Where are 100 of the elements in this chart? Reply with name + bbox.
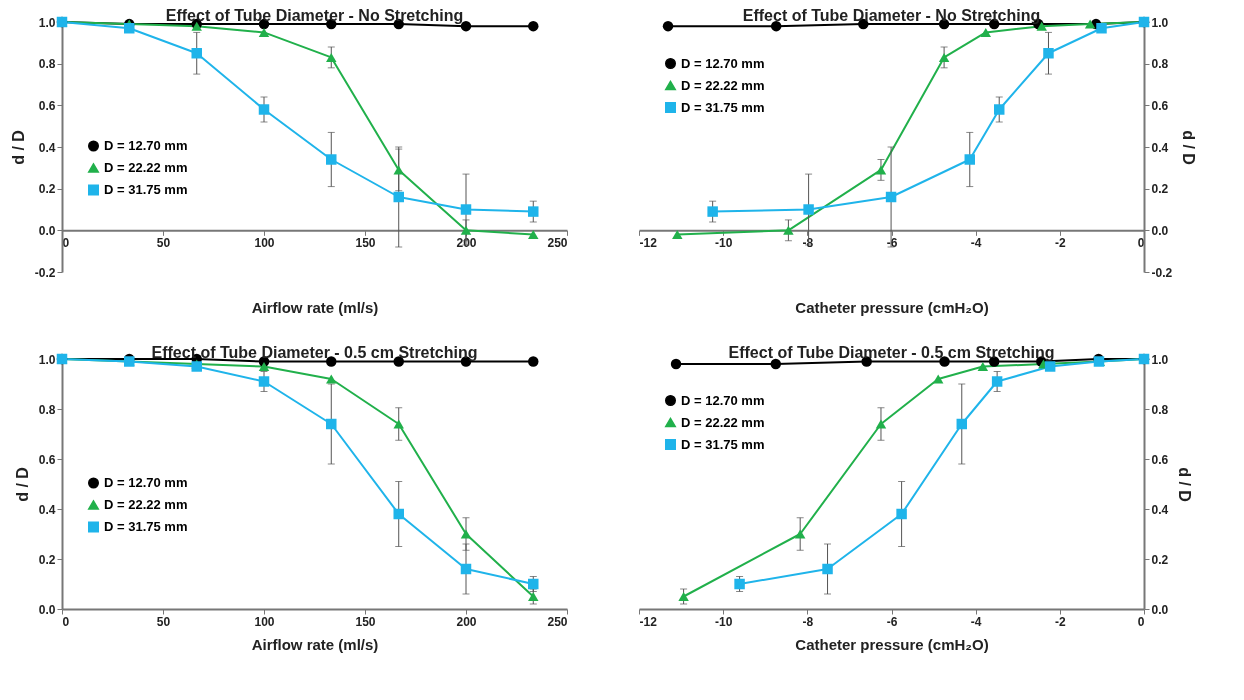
x-tick-label: 150 (355, 614, 376, 629)
x-tick-label: 100 (254, 614, 275, 629)
point (528, 206, 539, 217)
x-tick-label: 0 (62, 235, 70, 250)
point (991, 376, 1003, 387)
point (803, 204, 814, 215)
x-tick-label: 200 (456, 614, 477, 629)
x-tick-label: -6 (886, 614, 898, 629)
point (326, 374, 337, 384)
x-axis-title: Catheter pressure (cmH₂O) (795, 298, 989, 316)
point (393, 191, 404, 203)
point (770, 20, 782, 32)
point (672, 229, 683, 240)
legend-label: D = 12.70 mm (104, 138, 188, 153)
point (783, 225, 794, 235)
point (460, 563, 472, 575)
point (460, 529, 472, 539)
y-tick-label: 0.4 (38, 502, 56, 517)
y-tick-label: 1.0 (38, 15, 56, 30)
point (258, 361, 270, 372)
y2-tick-label: 1.0 (1151, 352, 1169, 367)
point (993, 104, 1005, 115)
point (460, 225, 472, 235)
legend-label: D = 12.70 mm (681, 392, 765, 408)
legend-label: D = 12.70 mm (681, 55, 765, 71)
x-tick-label: -2 (1055, 614, 1066, 629)
y-axis-title: d / D (13, 467, 31, 502)
point (326, 52, 337, 62)
y2-tick-label: 1.0 (1151, 15, 1169, 30)
point (326, 418, 337, 430)
y2-tick-label: 0.6 (1151, 452, 1169, 467)
chart-title: Effect of Tube Diameter - 0.5 cm Stretching (728, 344, 1055, 361)
point (670, 358, 682, 370)
point (932, 374, 944, 384)
x-tick-label: -8 (802, 614, 814, 629)
x-tick-label: 250 (547, 614, 568, 629)
point (770, 358, 782, 370)
x-tick-label: 200 (456, 235, 477, 250)
legend-label: D = 22.22 mm (104, 497, 188, 512)
point (662, 20, 674, 32)
x-tick-label: -4 (970, 614, 982, 629)
y2-tick-label: 0.0 (1151, 602, 1169, 617)
x-tick-label: -12 (639, 235, 658, 250)
chart-title: Effect of Tube Diameter - No Stretching (165, 7, 464, 24)
point (124, 23, 135, 34)
point (1043, 48, 1054, 59)
point (393, 419, 404, 429)
point (393, 508, 404, 520)
x-axis-title: Airflow rate (ml/s) (251, 635, 379, 653)
point (875, 419, 887, 429)
point (964, 154, 976, 165)
x-axis-title: Airflow rate (ml/s) (251, 298, 379, 316)
chart-title: Effect of Tube Diameter - 0.5 cm Stretching (151, 344, 478, 361)
legend-label: D = 31.75 mm (681, 436, 765, 452)
point (939, 356, 950, 367)
x-tick-label: -10 (714, 614, 733, 629)
y2-tick-label: 0.2 (1151, 182, 1169, 197)
y2-tick-label: 0.4 (1151, 140, 1169, 155)
x-tick-label: 150 (355, 235, 376, 250)
x-tick-label: 0 (1137, 235, 1145, 250)
y-axis-title: d / D (9, 130, 27, 165)
y-tick-label: 0.0 (38, 602, 56, 617)
point (875, 165, 887, 175)
y2-tick-label: 0.6 (1151, 98, 1169, 113)
y2-tick-label: 0.8 (1151, 402, 1169, 417)
point (1084, 19, 1096, 29)
point (258, 376, 270, 387)
y-tick-label: 0.4 (38, 140, 56, 155)
point (191, 48, 202, 59)
point (822, 563, 833, 575)
point (258, 27, 270, 37)
x-tick-label: -12 (639, 614, 658, 629)
x-tick-label: 0 (62, 614, 70, 629)
y-tick-label: 0.6 (38, 98, 56, 113)
y-tick-label: 0.8 (38, 402, 56, 417)
y-tick-label: 0.2 (38, 552, 56, 567)
y-tick-label: 0.0 (38, 223, 56, 238)
y-tick-label: 0.8 (38, 57, 56, 72)
x-tick-label: 100 (254, 235, 275, 250)
x-tick-label: -8 (802, 235, 814, 250)
legend-label: D = 31.75 mm (681, 99, 765, 115)
point (326, 154, 337, 165)
x-axis-title: Catheter pressure (cmH₂O) (795, 635, 989, 653)
point (258, 104, 270, 115)
y2-tick-label: 0.0 (1151, 223, 1169, 238)
point (1044, 361, 1056, 372)
y-tick-label: 0.6 (38, 452, 56, 467)
y2-axis-title: d / D (1180, 130, 1198, 165)
x-tick-label: 250 (547, 235, 568, 250)
point (980, 27, 992, 37)
point (794, 529, 806, 539)
x-tick-label: 0 (1137, 614, 1145, 629)
y2-tick-label: 0.4 (1151, 502, 1169, 517)
x-tick-label: 50 (156, 235, 171, 250)
chart-title: Effect of Tube Diameter - No Stretching (742, 7, 1041, 24)
legend-label: D = 31.75 mm (104, 182, 188, 197)
legend-label: D = 31.75 mm (104, 519, 188, 534)
y2-tick-label: 0.2 (1151, 552, 1169, 567)
y2-tick-label: -0.2 (1151, 265, 1173, 280)
legend-label: D = 22.22 mm (681, 414, 765, 430)
